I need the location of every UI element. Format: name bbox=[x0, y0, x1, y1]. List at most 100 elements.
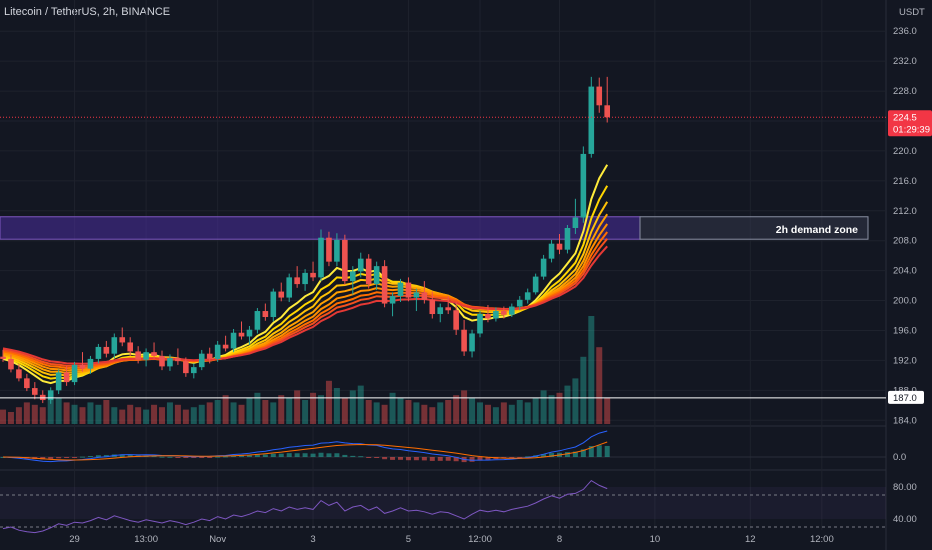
candle[interactable] bbox=[294, 266, 300, 288]
candle[interactable] bbox=[143, 348, 149, 367]
candle[interactable] bbox=[286, 273, 292, 303]
candle[interactable] bbox=[71, 361, 78, 386]
volume-bar bbox=[389, 392, 396, 424]
candle[interactable] bbox=[47, 387, 54, 404]
candle[interactable] bbox=[548, 239, 555, 263]
candle[interactable] bbox=[509, 303, 515, 318]
candle-body bbox=[365, 258, 372, 285]
candle-body bbox=[540, 258, 547, 277]
candle[interactable] bbox=[175, 348, 181, 365]
candle[interactable] bbox=[342, 234, 348, 285]
candle[interactable] bbox=[151, 342, 157, 359]
volume-bar bbox=[540, 390, 547, 424]
candle[interactable] bbox=[135, 346, 141, 364]
macd-histogram-bar bbox=[405, 457, 411, 461]
macd-histogram-bar bbox=[175, 457, 181, 458]
candle[interactable] bbox=[214, 340, 221, 362]
candle[interactable] bbox=[477, 311, 483, 338]
candle[interactable] bbox=[183, 357, 189, 377]
macd-histogram-bar bbox=[350, 455, 356, 457]
candle[interactable] bbox=[469, 329, 475, 358]
candle[interactable] bbox=[167, 354, 173, 371]
demand-zone-extension[interactable] bbox=[639, 216, 869, 240]
candle[interactable] bbox=[191, 363, 197, 379]
candle[interactable] bbox=[437, 303, 444, 323]
candle[interactable] bbox=[357, 252, 364, 278]
candle[interactable] bbox=[413, 288, 420, 312]
candle[interactable] bbox=[32, 382, 38, 400]
macd-histogram-bar bbox=[358, 456, 364, 458]
candle-body bbox=[87, 358, 94, 369]
candle[interactable] bbox=[604, 76, 610, 123]
candle[interactable] bbox=[95, 343, 102, 364]
candle[interactable] bbox=[318, 229, 324, 282]
candle[interactable] bbox=[254, 308, 261, 334]
candle[interactable] bbox=[103, 340, 110, 358]
candle[interactable] bbox=[119, 327, 126, 347]
candle[interactable] bbox=[310, 261, 316, 282]
candle[interactable] bbox=[0, 349, 6, 362]
candle[interactable] bbox=[238, 321, 245, 340]
candle[interactable] bbox=[524, 288, 531, 304]
candle[interactable] bbox=[326, 231, 332, 267]
time-axis-label: 12:00 bbox=[468, 534, 492, 545]
volume-bar bbox=[63, 402, 70, 424]
candle[interactable] bbox=[556, 233, 563, 255]
candle[interactable] bbox=[350, 266, 356, 295]
candle[interactable] bbox=[270, 288, 277, 322]
candle[interactable] bbox=[87, 355, 94, 374]
candle[interactable] bbox=[16, 364, 22, 382]
candle[interactable] bbox=[572, 198, 579, 234]
candle[interactable] bbox=[278, 282, 285, 302]
candle[interactable] bbox=[501, 306, 507, 319]
last-price-value: 224.5 bbox=[893, 112, 917, 123]
candle[interactable] bbox=[485, 305, 491, 323]
candle[interactable] bbox=[262, 303, 269, 321]
candle-body bbox=[405, 282, 412, 298]
candle[interactable] bbox=[127, 337, 133, 356]
candle[interactable] bbox=[397, 278, 404, 303]
demand-zone[interactable] bbox=[0, 216, 641, 240]
candle[interactable] bbox=[246, 325, 253, 345]
candle[interactable] bbox=[516, 296, 523, 311]
candle[interactable] bbox=[564, 224, 571, 254]
candle[interactable] bbox=[373, 261, 380, 291]
candle[interactable] bbox=[580, 146, 587, 223]
candle[interactable] bbox=[365, 254, 372, 289]
candle[interactable] bbox=[493, 307, 499, 322]
candle[interactable] bbox=[55, 369, 62, 395]
candle[interactable] bbox=[230, 328, 237, 353]
candle[interactable] bbox=[39, 390, 46, 404]
candle[interactable] bbox=[79, 352, 86, 372]
candle[interactable] bbox=[8, 354, 14, 373]
candle[interactable] bbox=[159, 350, 165, 371]
volume-bar bbox=[0, 409, 6, 424]
volume-bar bbox=[39, 407, 46, 424]
candle[interactable] bbox=[429, 291, 436, 319]
macd-histogram-bar bbox=[231, 455, 237, 457]
candle[interactable] bbox=[461, 320, 467, 356]
candle[interactable] bbox=[334, 233, 340, 267]
candle[interactable] bbox=[111, 333, 118, 359]
candle[interactable] bbox=[453, 302, 459, 335]
candle[interactable] bbox=[596, 77, 603, 113]
candle[interactable] bbox=[445, 296, 451, 315]
candle[interactable] bbox=[389, 292, 396, 317]
candle-body bbox=[493, 311, 499, 319]
candle[interactable] bbox=[222, 335, 229, 352]
candle[interactable] bbox=[540, 254, 547, 280]
candle[interactable] bbox=[532, 273, 539, 295]
candle[interactable] bbox=[405, 277, 412, 302]
candle[interactable] bbox=[198, 349, 205, 371]
candle[interactable] bbox=[381, 260, 388, 308]
candle-body bbox=[127, 342, 133, 352]
candle[interactable] bbox=[206, 347, 213, 364]
candle[interactable] bbox=[24, 373, 30, 392]
macd-histogram-bar bbox=[342, 454, 348, 457]
candle[interactable] bbox=[302, 269, 308, 291]
candle[interactable] bbox=[421, 281, 428, 304]
volume-bar bbox=[429, 407, 436, 424]
candle[interactable] bbox=[63, 366, 70, 386]
volume-bar bbox=[310, 392, 317, 424]
